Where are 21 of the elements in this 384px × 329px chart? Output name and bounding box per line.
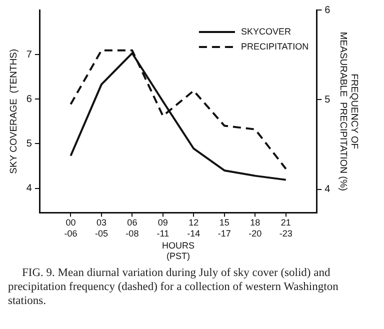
- x-tick-label: 06 -08: [126, 218, 139, 238]
- y2-tick-label: 5: [324, 94, 331, 106]
- y-tick-label: 6: [26, 94, 32, 105]
- y2-tick-label: 4: [324, 184, 331, 196]
- y-tick-label: 7: [26, 49, 32, 60]
- caption: FIG. 9. Mean diurnal variation during July of sky cover (solid) and precipitation frequency (dashed) for a collection of western Washington stations.: [8, 266, 340, 308]
- y-axis-title: SKY COVERAGE (TENTHS): [8, 48, 20, 174]
- y-tick-label: 4: [26, 183, 32, 194]
- legend-label: SKYCOVER: [240, 26, 292, 36]
- x-tick-label: 12 -14: [187, 218, 200, 238]
- legend-label: PRECIPITATION: [240, 41, 309, 52]
- x-tick-label: 03 -05: [94, 218, 108, 238]
- x-tick-label: 00 -06: [64, 218, 78, 238]
- y2-tick-label: 6: [324, 4, 331, 16]
- x-tick-label: 21 -23: [279, 218, 292, 238]
- x-tick-label: 18 -20: [248, 218, 262, 238]
- x-tick-label: 09 -11: [156, 218, 170, 238]
- y-tick-label: 5: [26, 138, 32, 150]
- x-axis-title: HOURS (PST): [162, 240, 195, 262]
- x-tick-label: 15 -17: [218, 218, 231, 238]
- y2-axis-title: FREQUENCY OF MEASURABLE PRECIPITATION (%): [337, 32, 360, 191]
